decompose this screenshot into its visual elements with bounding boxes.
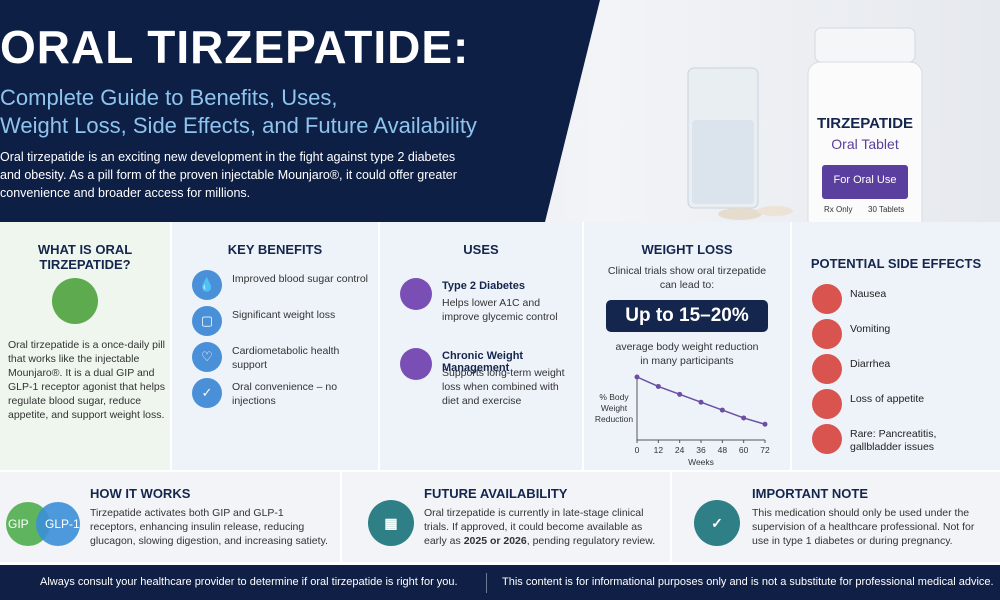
benefit-icon: ▢ bbox=[192, 306, 222, 336]
subtitle-line: Complete Guide to Benefits, Uses, bbox=[0, 85, 338, 110]
panel-title: USES bbox=[463, 242, 499, 257]
divider bbox=[486, 573, 487, 593]
bottle-brand: TIRZEPATIDE bbox=[816, 115, 914, 132]
badge: GIP bbox=[8, 517, 29, 531]
use-icon bbox=[400, 278, 432, 310]
use-title: Chronic Weight Management bbox=[442, 350, 524, 374]
x-tick-label: 72 bbox=[760, 445, 770, 455]
text: Oral tirzepatide is currently in late-st… bbox=[424, 507, 644, 547]
benefit-text: Improved blood sugar control bbox=[232, 273, 368, 285]
what-is-panel: WHAT IS ORAL TIRZEPATIDE? Oral tirzepati… bbox=[0, 222, 170, 470]
x-axis-label: Weeks bbox=[688, 457, 714, 467]
benefit-text: Oral convenience – no injections bbox=[232, 381, 338, 407]
panel-title: WEIGHT LOSS bbox=[641, 242, 733, 257]
side-effect-text: Vomiting bbox=[850, 323, 891, 335]
shield-icon: ✓ bbox=[694, 500, 740, 546]
sub: average body weight reduction in many pa… bbox=[615, 341, 759, 367]
point bbox=[698, 399, 704, 405]
benefit-text: Significant weight loss bbox=[232, 309, 336, 321]
point bbox=[655, 383, 661, 389]
use-text: Supports long-term weight loss when comb… bbox=[442, 367, 565, 407]
bottle-rx: Rx Only bbox=[824, 205, 853, 214]
future-panel: ▦ FUTURE AVAILABILITY Oral tirzepatide i… bbox=[342, 472, 670, 562]
highlight: Up to 15–20% bbox=[606, 300, 768, 332]
benefit-text: Cardiometabolic health support bbox=[232, 345, 340, 371]
bottle-use: For Oral Use bbox=[833, 174, 897, 186]
text: , pending regulatory review. bbox=[526, 535, 656, 547]
footer-right: This content is for informational purpos… bbox=[502, 576, 994, 588]
bottle-form: Oral Tablet bbox=[831, 136, 899, 152]
note-panel: ✓ IMPORTANT NOTE This medication should … bbox=[672, 472, 1000, 562]
footer-left: Always consult your healthcare provider … bbox=[40, 576, 458, 588]
use-text: Helps lower A1C and improve glycemic con… bbox=[442, 297, 558, 323]
side-effect-icon bbox=[812, 389, 842, 419]
panel-title: POTENTIAL SIDE EFFECTS bbox=[810, 256, 982, 271]
x-tick-label: 36 bbox=[696, 445, 706, 455]
side-effect-icon bbox=[812, 354, 842, 384]
uses-panel: USES Type 2 Diabetes Helps lower A1C and … bbox=[380, 222, 582, 470]
panel-title: FUTURE AVAILABILITY bbox=[424, 486, 568, 501]
benefit-icon: ✓ bbox=[192, 378, 222, 408]
y-axis-label: % Body Weight Reduction bbox=[594, 392, 634, 424]
subtitle-line: Weight Loss, Side Effects, and Future Av… bbox=[0, 113, 477, 138]
x-tick-label: 60 bbox=[739, 445, 749, 455]
footer: Always consult your healthcare provider … bbox=[0, 565, 1000, 600]
panel-title: HOW IT WORKS bbox=[90, 486, 191, 501]
point bbox=[762, 421, 768, 427]
pill-icon bbox=[52, 278, 98, 324]
x-tick-label: 12 bbox=[654, 445, 664, 455]
panel-title: WHAT IS ORAL TIRZEPATIDE? bbox=[37, 242, 133, 272]
panel-text: Oral tirzepatide is a once-daily pill th… bbox=[8, 339, 166, 421]
panel-title: IMPORTANT NOTE bbox=[752, 486, 869, 501]
hero-art bbox=[0, 0, 923, 222]
panel-text: This medication should only be used unde… bbox=[752, 507, 975, 547]
benefit-icon: 💧 bbox=[192, 270, 222, 300]
glp-circle bbox=[36, 502, 80, 546]
side-effect-text: Diarrhea bbox=[850, 358, 891, 370]
how-panel: GIP GLP-1 HOW IT WORKS Tirzepatide activ… bbox=[0, 472, 340, 562]
weight-panel: WEIGHT LOSS Clinical trials show oral ti… bbox=[584, 222, 790, 470]
point bbox=[677, 391, 683, 397]
point bbox=[634, 374, 640, 380]
panel-text: Oral tirzepatide is currently in late-st… bbox=[424, 506, 664, 548]
calendar-icon: ▦ bbox=[368, 500, 414, 546]
side-effect-text: Nausea bbox=[850, 288, 887, 300]
intro: Oral tirzepatide is an exciting new deve… bbox=[0, 150, 457, 200]
use-title: Type 2 Diabetes bbox=[442, 280, 525, 292]
point bbox=[719, 407, 725, 413]
side-effects-panel: POTENTIAL SIDE EFFECTS Nausea Vomiting Dia… bbox=[792, 222, 1000, 470]
benefit-icon: ♡ bbox=[192, 342, 222, 372]
chart: 0 12 24 36 48 60 72 Weeks bbox=[634, 374, 770, 467]
bottle-count: 30 Tablets bbox=[868, 205, 905, 214]
side-effect-icon bbox=[812, 424, 842, 454]
lead: Clinical trials show oral tirzepatide ca… bbox=[607, 265, 767, 291]
benefits-panel: KEY BENEFITS 💧 Improved blood sugar contr… bbox=[172, 222, 378, 470]
x-tick-label: 0 bbox=[635, 445, 640, 455]
x-tick-label: 24 bbox=[675, 445, 685, 455]
x-tick-label: 48 bbox=[718, 445, 728, 455]
side-effect-icon bbox=[812, 319, 842, 349]
badge: GLP-1 bbox=[45, 517, 80, 531]
side-effect-text: Rare: Pancreatitis, gallbladder issues bbox=[850, 428, 937, 453]
point bbox=[741, 415, 747, 421]
side-effect-text: Loss of appetite bbox=[850, 393, 925, 405]
emphasis: 2025 or 2026 bbox=[463, 535, 527, 547]
side-effect-icon bbox=[812, 284, 842, 314]
subtitle: Complete Guide to Benefits, Uses, Weight … bbox=[0, 84, 477, 140]
use-icon bbox=[400, 348, 432, 380]
panel-text: Tirzepatide activates both GIP and GLP-1… bbox=[90, 507, 328, 547]
title: ORAL TIRZEPATIDE: bbox=[0, 21, 470, 73]
panel-title: KEY BENEFITS bbox=[227, 242, 323, 257]
